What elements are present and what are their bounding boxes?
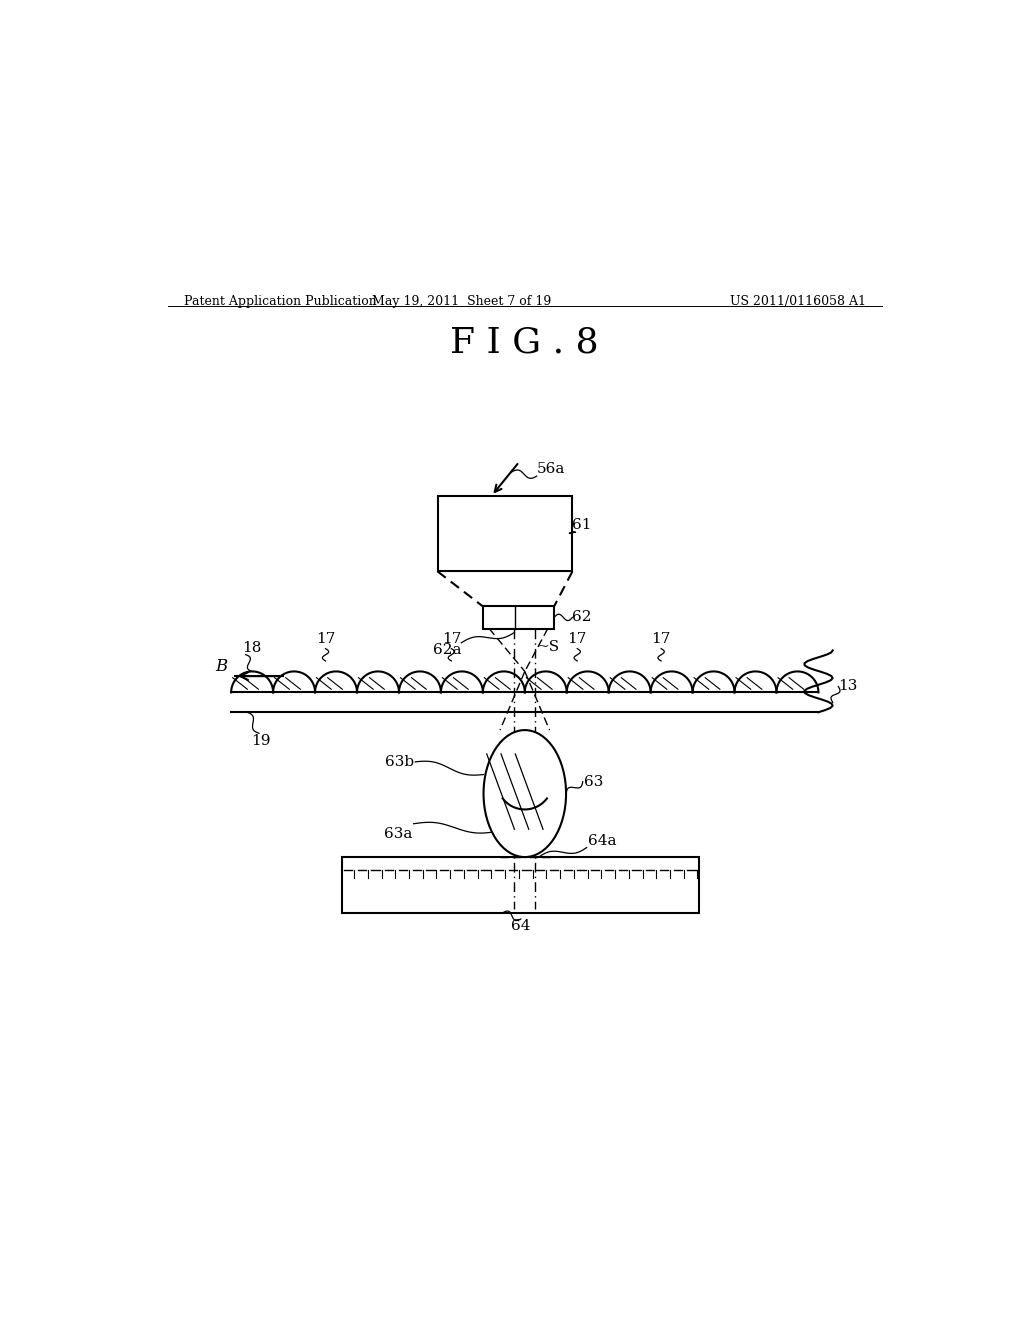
Text: 64: 64 (511, 919, 530, 933)
Text: B: B (215, 659, 227, 675)
Text: 17: 17 (651, 632, 671, 647)
Text: 62a: 62a (433, 643, 461, 657)
Text: ~S: ~S (537, 640, 560, 655)
Text: 13: 13 (839, 680, 858, 693)
Bar (342, 857, 699, 912)
Text: 17: 17 (567, 632, 587, 647)
Bar (437, 496, 572, 572)
Text: 63b: 63b (385, 755, 414, 768)
Text: 18: 18 (242, 640, 261, 655)
Bar (482, 606, 554, 628)
Text: US 2011/0116058 A1: US 2011/0116058 A1 (730, 296, 866, 308)
Text: 63a: 63a (384, 826, 412, 841)
Text: 17: 17 (441, 632, 461, 647)
Text: 19: 19 (251, 734, 270, 748)
Text: 17: 17 (315, 632, 335, 647)
Text: 61: 61 (572, 517, 592, 532)
Ellipse shape (483, 730, 566, 857)
Text: 62: 62 (572, 610, 592, 624)
Text: May 19, 2011  Sheet 7 of 19: May 19, 2011 Sheet 7 of 19 (372, 296, 551, 308)
Text: 56a: 56a (537, 462, 565, 477)
Text: Patent Application Publication: Patent Application Publication (183, 296, 376, 308)
Text: F I G . 8: F I G . 8 (451, 325, 599, 359)
Text: 64a: 64a (588, 833, 616, 847)
Text: 63: 63 (585, 775, 604, 788)
